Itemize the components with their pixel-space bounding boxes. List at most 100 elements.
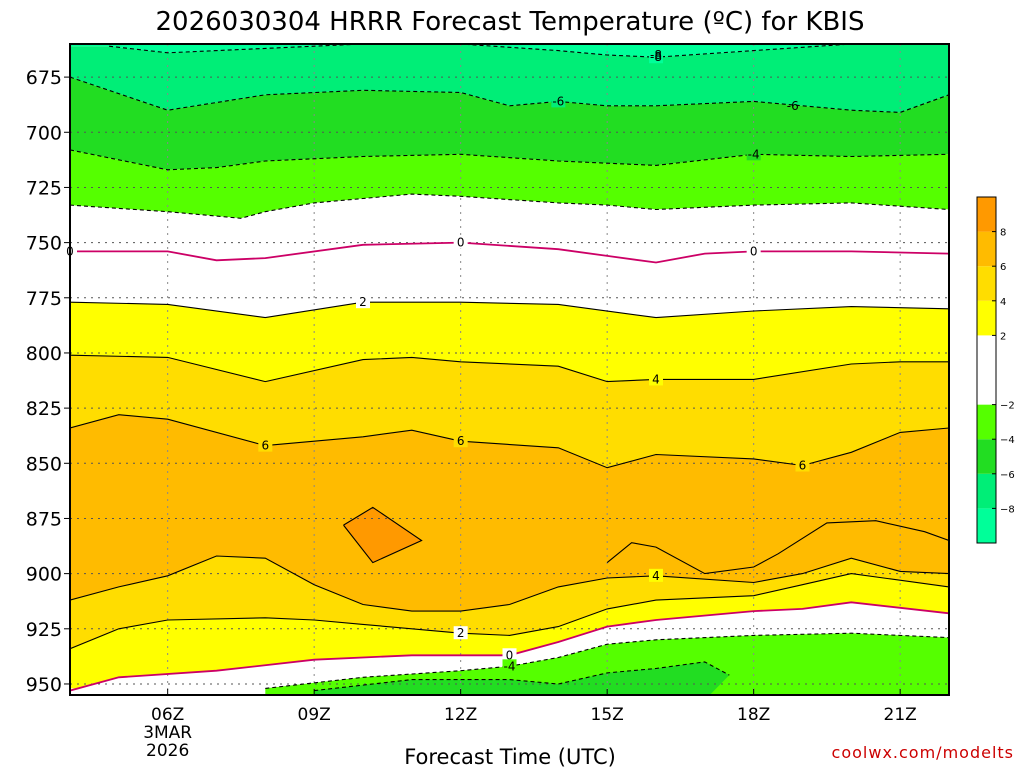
contour-label: -4 bbox=[748, 147, 760, 161]
contour-label: 2 bbox=[457, 626, 465, 640]
colorbar-band-3 bbox=[977, 404, 996, 440]
contour-label: -6 bbox=[552, 94, 564, 108]
x-tick-label: 09Z bbox=[298, 705, 331, 725]
y-tick-label: 900 bbox=[26, 564, 62, 586]
contour-13 bbox=[265, 632, 949, 689]
colorbar-tick-label: 4 bbox=[1000, 297, 1006, 308]
colorbar-band-6 bbox=[977, 266, 996, 301]
contour-label: 0 bbox=[750, 244, 758, 258]
plot-frame bbox=[69, 43, 950, 696]
chart-title: 2026030304 HRRR Forecast Temperature (ºC… bbox=[156, 7, 865, 37]
contour-label: 6 bbox=[457, 434, 465, 448]
contour-label-bg bbox=[502, 659, 517, 673]
contour-label-bg bbox=[649, 372, 663, 386]
colorbar-tick-label: 8 bbox=[1000, 228, 1006, 239]
contour-label-bg bbox=[453, 235, 468, 249]
colorbar-tick-label: −2 bbox=[1000, 401, 1015, 412]
contour-label-bg bbox=[551, 94, 566, 108]
contour-label: 2 bbox=[359, 295, 367, 309]
temperature-band-1 bbox=[70, 44, 949, 113]
y-tick-label: 875 bbox=[26, 508, 62, 530]
contour-label-bg bbox=[502, 648, 517, 662]
y-tick-label: 800 bbox=[26, 343, 62, 365]
x-tick-label: 18Z bbox=[737, 705, 770, 725]
y-tick-label: 925 bbox=[26, 619, 62, 641]
y-tick-label: 750 bbox=[26, 233, 62, 255]
colorbar-tick-label: −4 bbox=[1000, 435, 1015, 446]
contour-label: 6 bbox=[799, 458, 807, 472]
temperature-band-2 bbox=[70, 77, 949, 170]
contour-label-bg bbox=[795, 458, 810, 472]
contour-label-bg bbox=[649, 568, 663, 582]
temperature-band-5 bbox=[70, 302, 949, 382]
colorbar-band-1 bbox=[977, 473, 996, 509]
temperature-band-8 bbox=[70, 556, 949, 649]
contour-label: 4 bbox=[652, 372, 660, 386]
contour-label-bg bbox=[453, 434, 468, 448]
contour-9 bbox=[606, 520, 949, 575]
contour-5 bbox=[70, 301, 949, 319]
terrain-fill bbox=[70, 697, 949, 708]
temperature-band-3 bbox=[70, 149, 949, 219]
colorbar-band-8 bbox=[977, 197, 996, 232]
contour-label: -4 bbox=[504, 659, 516, 673]
contour-label-bg bbox=[258, 438, 273, 452]
colorbar-legend: 8 6 4 2 −2 −4 −6 −8 bbox=[976, 196, 1015, 544]
temperature-band-0 bbox=[70, 44, 949, 58]
x-tick-label: 21Z bbox=[884, 705, 917, 725]
contour-label-bg bbox=[746, 244, 761, 258]
colorbar-band-0 bbox=[977, 508, 996, 543]
contour-11 bbox=[70, 573, 949, 650]
contour-label-bg bbox=[746, 147, 761, 161]
contour-14 bbox=[314, 661, 730, 692]
contour-6 bbox=[70, 354, 949, 383]
colorbar-tick-label: 2 bbox=[1000, 331, 1006, 342]
colorbar-tick-label: −8 bbox=[1000, 504, 1015, 515]
contour-0 bbox=[109, 44, 949, 58]
y-tick-label: 950 bbox=[26, 674, 62, 696]
temperature-band-4 bbox=[70, 194, 949, 318]
contour-label: 6 bbox=[262, 439, 270, 453]
colorbar-band-4 bbox=[977, 335, 996, 405]
contour-label-bg bbox=[453, 626, 468, 640]
colorbar-band-7 bbox=[977, 231, 996, 267]
contour-label: -8 bbox=[650, 48, 662, 62]
contour-label: -8 bbox=[650, 50, 662, 64]
colorbar-frame bbox=[976, 196, 997, 544]
temperature-band-10 bbox=[70, 602, 949, 691]
contour-label: 0 bbox=[506, 648, 514, 662]
colorbar-band-5 bbox=[977, 300, 996, 336]
temperature-band-7 bbox=[70, 414, 949, 612]
y-tick-label: 825 bbox=[26, 398, 62, 420]
temperature-band-9 bbox=[70, 573, 949, 691]
contour-12 bbox=[70, 601, 949, 692]
x-tick-label: 15Z bbox=[591, 705, 624, 725]
contour-label-bg bbox=[649, 50, 663, 64]
y-tick-label: 725 bbox=[26, 177, 62, 199]
temperature-band-6 bbox=[70, 355, 949, 468]
y-tick-label: 700 bbox=[26, 122, 62, 144]
contour-10 bbox=[70, 555, 949, 612]
contour-8 bbox=[343, 506, 423, 564]
x-tick-label: 12Z bbox=[444, 705, 477, 725]
colorbar-tick-label: −6 bbox=[1000, 470, 1015, 481]
contour-label: 0 bbox=[457, 236, 465, 250]
x-tick-label: 06Z bbox=[151, 705, 184, 725]
contour-2 bbox=[70, 149, 949, 171]
contour-lines bbox=[70, 44, 949, 692]
contour-label: 4 bbox=[652, 569, 660, 583]
contour-3 bbox=[70, 193, 949, 219]
terrain bbox=[70, 697, 949, 708]
contour-label: -6 bbox=[787, 99, 799, 113]
plot-area bbox=[70, 44, 949, 708]
temperature-band-lowest bbox=[314, 661, 730, 695]
colorbar-band-2 bbox=[977, 439, 996, 474]
credit-link[interactable]: coolwx.com/modelts bbox=[832, 743, 1014, 762]
x-date-label: 3MAR bbox=[143, 723, 192, 743]
contour-label-bg bbox=[356, 295, 370, 309]
y-tick-label: 850 bbox=[26, 453, 62, 475]
contour-7 bbox=[70, 414, 949, 469]
